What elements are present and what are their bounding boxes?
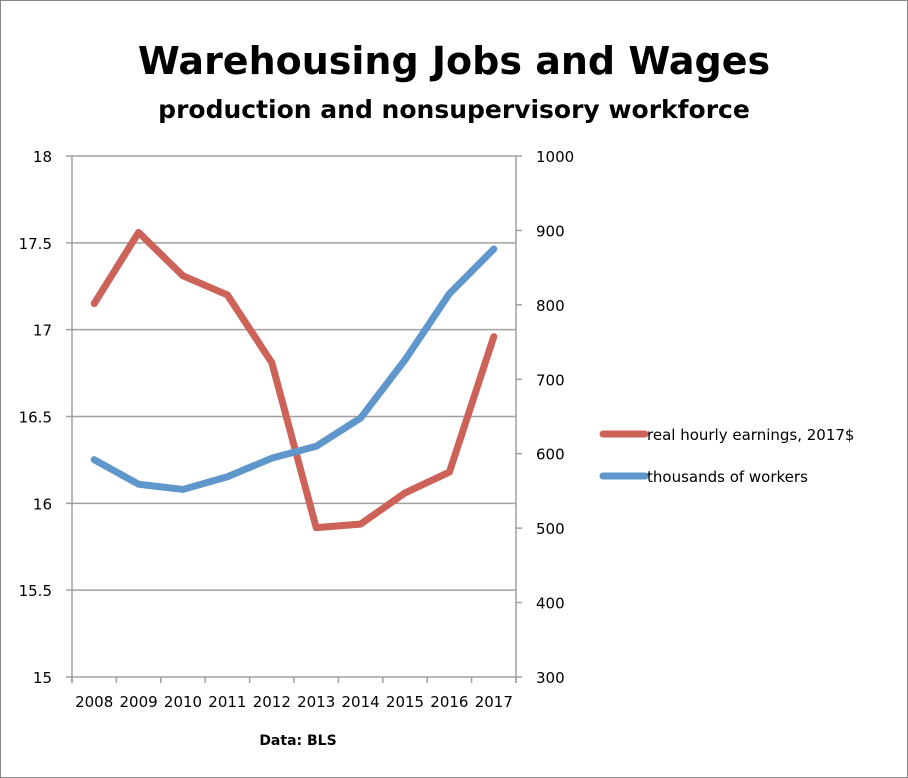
legend-label: thousands of workers [647,468,808,486]
x-tick-label: 2016 [430,693,468,711]
y-right-tick-label: 700 [536,371,565,389]
y-left-tick-label: 15 [33,669,52,687]
x-tick-label: 2009 [120,693,158,711]
y-right-tick-label: 400 [536,595,565,613]
y-left-tick-label: 15.5 [19,582,52,600]
y-right-tick-label: 300 [536,669,565,687]
y-left-tick-label: 18 [33,148,52,166]
x-axis-label: Data: BLS [259,733,336,749]
y-right-tick-label: 900 [536,222,565,240]
y-left-tick-label: 17.5 [19,235,52,253]
y-right-tick-label: 500 [536,520,565,538]
x-tick-label: 2014 [342,693,380,711]
x-tick-label: 2012 [253,693,291,711]
y-left-tick-label: 16.5 [19,409,52,427]
x-tick-label: 2013 [297,693,335,711]
y-right-tick-label: 600 [536,446,565,464]
y-right-tick-label: 1000 [536,148,574,166]
x-tick-label: 2010 [164,693,202,711]
y-right-tick-label: 800 [536,297,565,315]
x-tick-label: 2008 [75,693,113,711]
y-left-tick-label: 17 [33,322,52,340]
y-left-tick-label: 16 [33,495,52,513]
x-tick-label: 2015 [386,693,424,711]
chart-subtitle: production and nonsupervisory workforce [158,95,750,124]
x-tick-label: 2011 [208,693,246,711]
legend-label: real hourly earnings, 2017$ [647,426,854,444]
x-tick-label: 2017 [475,693,513,711]
chart-title: Warehousing Jobs and Wages [138,39,770,83]
series-line-earnings [90,228,498,532]
series-line-workers [90,245,498,493]
